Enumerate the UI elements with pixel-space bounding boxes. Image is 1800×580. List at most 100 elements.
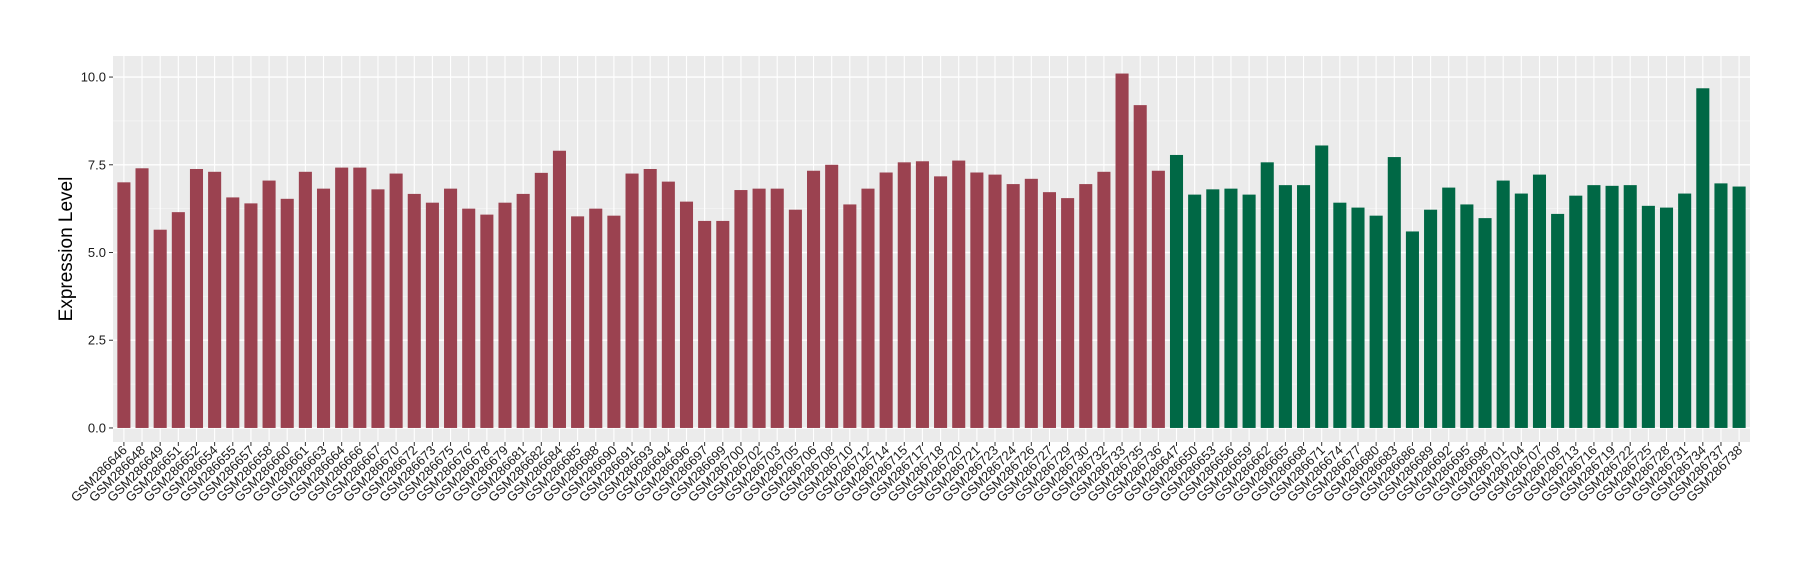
x-axis: GSM286646GSM286648GSM286649GSM286651GSM2…: [68, 442, 1745, 505]
bar-GSM286685: [571, 216, 585, 428]
bar-GSM286660: [280, 198, 294, 428]
bar-GSM286710: [843, 204, 857, 428]
bars: [117, 73, 1746, 428]
bar-GSM286716: [1587, 185, 1601, 428]
bar-GSM286701: [1496, 180, 1510, 428]
bar-GSM286677: [1351, 207, 1365, 428]
bar-GSM286674: [1333, 202, 1347, 428]
bar-GSM286706: [807, 170, 821, 428]
y-tick-label: 10.0: [81, 70, 106, 85]
bar-GSM286713: [1569, 195, 1583, 428]
bar-GSM286707: [1532, 174, 1547, 428]
bar-GSM286657: [244, 203, 258, 428]
bar-GSM286695: [1460, 204, 1474, 428]
bar-GSM286653: [1206, 189, 1220, 428]
bar-GSM286722: [1623, 185, 1637, 428]
bar-GSM286728: [1659, 207, 1674, 428]
bar-GSM286736: [1151, 170, 1165, 428]
bar-GSM286646: [117, 182, 131, 428]
bar-GSM286675: [444, 188, 458, 428]
bar-GSM286654: [208, 171, 222, 428]
bar-GSM286735: [1133, 105, 1147, 428]
bar-GSM286729: [1061, 198, 1075, 428]
bar-GSM286704: [1514, 193, 1528, 428]
y-tick-label: 7.5: [88, 157, 106, 172]
bar-GSM286698: [1478, 218, 1492, 428]
bar-GSM286730: [1079, 184, 1093, 428]
bar-GSM286661: [298, 171, 312, 428]
bar-GSM286725: [1641, 205, 1655, 428]
bar-GSM286718: [934, 176, 948, 428]
bar-GSM286680: [1369, 215, 1383, 428]
bar-GSM286693: [643, 168, 657, 428]
bar-GSM286737: [1714, 183, 1728, 428]
bar-GSM286684: [552, 150, 566, 428]
bar-GSM286703: [770, 188, 784, 428]
bar-GSM286652: [189, 168, 204, 428]
bar-GSM286656: [1224, 188, 1238, 428]
bar-GSM286726: [1024, 178, 1038, 428]
bar-GSM286721: [970, 172, 984, 428]
bar-GSM286709: [1551, 213, 1565, 428]
bar-GSM286682: [534, 172, 548, 428]
bar-GSM286689: [1424, 209, 1438, 428]
bar-GSM286702: [752, 188, 766, 428]
bar-GSM286724: [1006, 184, 1020, 428]
bar-GSM286720: [952, 160, 966, 428]
plot-panel: [113, 56, 1750, 442]
bar-GSM286708: [825, 164, 839, 428]
bar-GSM286679: [498, 202, 512, 428]
bar-GSM286690: [607, 215, 621, 428]
bar-GSM286659: [1242, 194, 1256, 428]
bar-GSM286697: [698, 220, 712, 428]
bar-GSM286662: [1260, 162, 1274, 428]
bar-GSM286692: [1442, 187, 1456, 428]
bar-GSM286727: [1042, 192, 1056, 428]
bar-GSM286686: [1405, 231, 1419, 428]
bar-GSM286655: [226, 197, 240, 428]
bar-GSM286719: [1605, 185, 1619, 428]
bar-GSM286647: [1169, 154, 1184, 428]
bar-GSM286700: [734, 190, 748, 428]
bar-GSM286665: [1278, 185, 1292, 428]
bar-GSM286696: [679, 201, 694, 428]
y-axis-title: Expression Level: [56, 177, 77, 322]
bar-GSM286715: [897, 162, 911, 428]
bar-GSM286650: [1188, 194, 1202, 428]
bar-GSM286673: [425, 202, 439, 428]
bar-GSM286664: [335, 167, 349, 428]
bar-GSM286723: [988, 174, 1002, 428]
bar-GSM286676: [462, 208, 476, 428]
bar-GSM286691: [625, 173, 639, 428]
bar-GSM286681: [516, 193, 530, 428]
bar-GSM286648: [135, 168, 149, 428]
bar-GSM286678: [480, 214, 494, 428]
bar-GSM286670: [389, 173, 403, 428]
bar-GSM286714: [879, 172, 893, 428]
bar-GSM286717: [915, 161, 929, 428]
bar-GSM286671: [1315, 145, 1329, 428]
bar-GSM286738: [1732, 186, 1746, 428]
bar-GSM286732: [1097, 171, 1111, 428]
y-tick-label: 5.0: [88, 245, 106, 260]
bar-GSM286683: [1387, 157, 1401, 428]
bar-GSM286666: [353, 167, 367, 428]
y-tick-label: 2.5: [88, 333, 106, 348]
bar-GSM286663: [316, 188, 331, 428]
bar-GSM286667: [371, 189, 385, 428]
bar-GSM286731: [1678, 193, 1692, 428]
bar-GSM286705: [788, 209, 802, 428]
bar-GSM286668: [1297, 185, 1311, 428]
bar-GSM286658: [262, 180, 276, 428]
y-tick-label: 0.0: [88, 420, 106, 435]
bar-GSM286672: [407, 193, 421, 428]
bar-GSM286651: [171, 212, 185, 428]
bar-GSM286733: [1115, 73, 1129, 428]
bar-GSM286688: [589, 208, 603, 428]
bar-GSM286734: [1696, 88, 1710, 428]
bar-GSM286712: [861, 188, 875, 428]
bar-GSM286699: [716, 220, 730, 428]
bar-GSM286649: [153, 229, 167, 428]
